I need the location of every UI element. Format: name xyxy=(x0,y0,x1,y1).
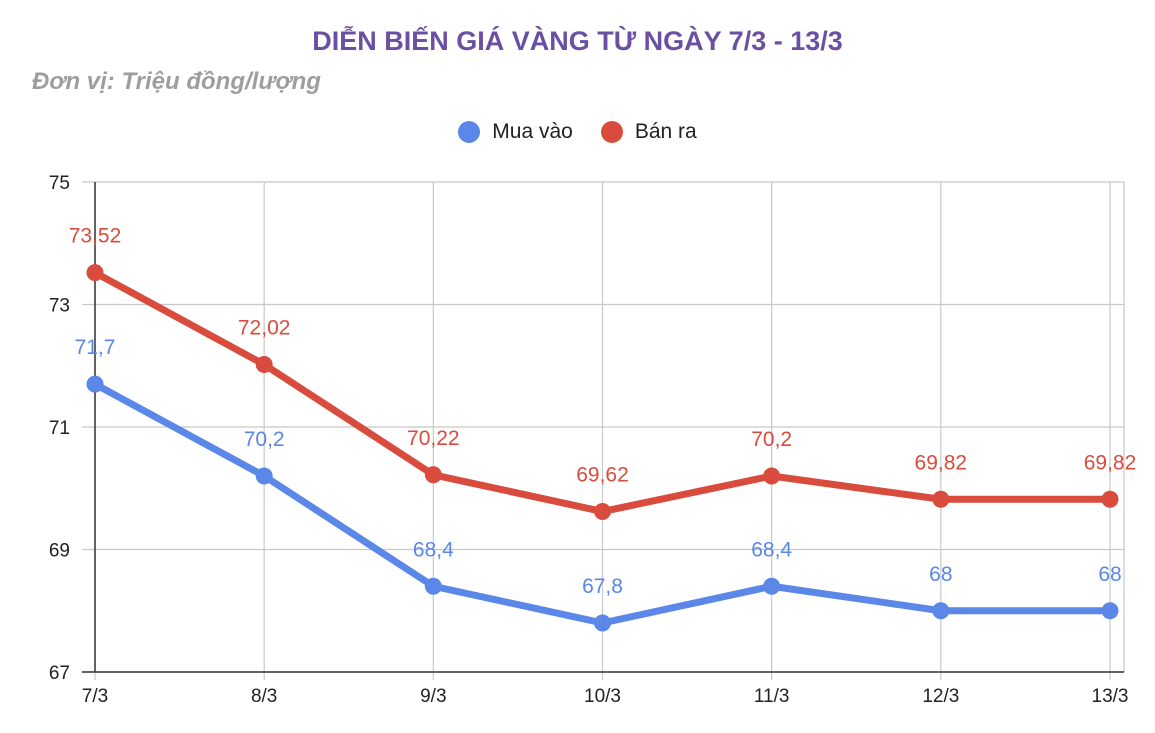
data-point-1 xyxy=(424,466,442,484)
legend-item-ban-ra: Bán ra xyxy=(600,120,697,144)
legend-label-ban-ra: Bán ra xyxy=(634,120,697,143)
x-tick-label: 11/3 xyxy=(754,686,790,707)
legend-marker-ban-ra xyxy=(600,121,623,143)
data-point-0 xyxy=(424,577,442,595)
data-point-0 xyxy=(86,375,104,393)
y-tick-label: 73 xyxy=(49,296,70,317)
x-tick-label: 8/3 xyxy=(251,686,277,707)
legend-marker-mua-vao xyxy=(458,121,481,143)
data-label-1: 73,52 xyxy=(69,225,122,248)
legend-item-mua-vao: Mua vào xyxy=(458,120,573,144)
data-label-1: 69,82 xyxy=(915,451,968,474)
chart-subtitle: Đơn vị: Triệu đồng/lượng xyxy=(32,68,321,95)
data-point-0 xyxy=(1101,602,1119,620)
data-point-1 xyxy=(1101,490,1119,508)
data-point-0 xyxy=(763,577,781,595)
data-label-0: 68 xyxy=(1098,563,1121,586)
x-tick-label: 10/3 xyxy=(584,686,621,707)
data-point-0 xyxy=(255,467,273,485)
data-point-1 xyxy=(86,264,104,282)
x-tick-label: 9/3 xyxy=(420,686,446,707)
data-label-1: 70,2 xyxy=(751,428,792,451)
data-label-1: 69,82 xyxy=(1084,451,1137,474)
legend-label-mua-vao: Mua vào xyxy=(492,120,573,143)
chart-title: DIỄN BIẾN GIÁ VÀNG TỪ NGÀY 7/3 - 13/3 xyxy=(312,26,843,56)
data-point-1 xyxy=(594,503,611,521)
x-tick-label: 7/3 xyxy=(82,686,108,707)
data-label-0: 68,4 xyxy=(413,538,454,561)
x-tick-label: 13/3 xyxy=(1092,686,1129,707)
data-point-1 xyxy=(932,490,950,508)
x-tick-label: 12/3 xyxy=(922,686,959,707)
data-label-1: 70,22 xyxy=(407,427,460,450)
data-label-0: 68 xyxy=(929,563,952,586)
data-label-0: 71,7 xyxy=(75,336,116,359)
data-label-0: 70,2 xyxy=(244,428,285,451)
data-point-1 xyxy=(763,467,781,485)
y-tick-label: 75 xyxy=(49,173,70,194)
y-tick-label: 69 xyxy=(49,541,70,562)
data-point-0 xyxy=(594,614,611,632)
y-tick-label: 71 xyxy=(49,418,70,439)
data-point-1 xyxy=(255,356,273,374)
data-label-1: 72,02 xyxy=(238,317,291,340)
legend: Mua vào Bán ra xyxy=(0,120,1155,144)
data-label-1: 69,62 xyxy=(576,464,629,487)
data-point-0 xyxy=(932,602,950,620)
data-label-0: 67,8 xyxy=(582,575,623,598)
y-tick-label: 67 xyxy=(49,663,70,684)
data-label-0: 68,4 xyxy=(751,538,792,561)
